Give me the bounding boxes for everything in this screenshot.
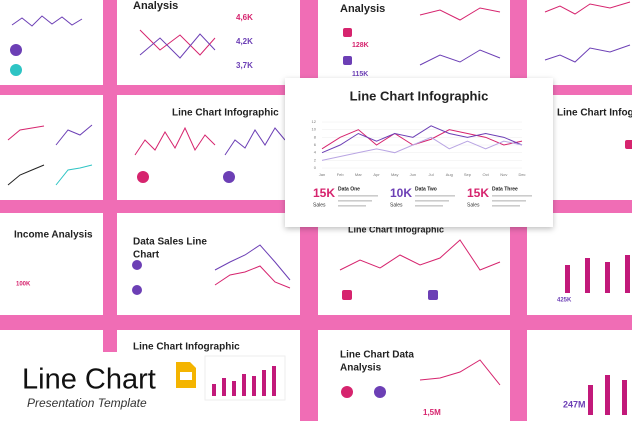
stat-name: Data Two — [415, 186, 437, 192]
slide — [0, 95, 103, 200]
y-tick-label: 6 — [314, 142, 317, 147]
figure: 4,6K — [236, 13, 253, 22]
text-placeholder — [338, 205, 366, 207]
slide — [0, 213, 103, 315]
slide — [527, 330, 632, 421]
x-tick-label: Nov — [500, 172, 507, 177]
slide-title: Line Chart Infographic — [172, 108, 279, 119]
x-tick-label: Jun — [410, 172, 416, 177]
decor-line — [544, 1, 631, 15]
series-line — [321, 136, 523, 161]
figure: 115K — [352, 71, 368, 78]
slide-title: Analysis — [340, 363, 382, 374]
slide-title: Line Chart Infographic — [133, 342, 240, 353]
decor-line — [419, 49, 501, 66]
slide-title: Income Analysis — [14, 230, 93, 241]
banner-title: Line Chart — [22, 364, 156, 396]
slide — [318, 330, 510, 421]
decor-bars — [565, 255, 630, 415]
figure: 3,7K — [236, 61, 253, 70]
stat-unit: Sales — [390, 202, 403, 208]
decor-line — [419, 7, 501, 21]
x-tick-label: Jan — [319, 172, 325, 177]
text-placeholder — [415, 200, 449, 202]
slide-title: Chart — [133, 250, 160, 261]
stat-value: 15K — [313, 186, 335, 200]
stat-name: Data One — [338, 186, 360, 192]
y-tick-label: 2 — [314, 157, 317, 162]
decor-line — [544, 44, 631, 63]
text-placeholder — [338, 200, 372, 202]
mini-bars — [212, 366, 276, 396]
x-tick-label: Oct — [483, 172, 490, 177]
x-tick-label: Sep — [464, 172, 472, 177]
slide-title: Data Sales Line — [133, 237, 207, 248]
text-placeholder — [415, 195, 455, 197]
figure: 1,5M — [423, 408, 441, 417]
decor-line — [139, 33, 216, 59]
series-line — [321, 129, 523, 150]
slide — [117, 213, 300, 315]
figure: 128K — [352, 42, 369, 49]
slides-icon — [180, 372, 192, 380]
decor-line — [55, 164, 93, 186]
text-placeholder — [338, 195, 378, 197]
x-tick-label: Mar — [355, 172, 363, 177]
text-placeholder — [492, 205, 520, 207]
slide-title: Line Chart Infographic — [350, 88, 489, 103]
y-tick-label: 8 — [314, 134, 317, 139]
slide-title: Line Chart Infographic — [348, 224, 444, 234]
slide — [318, 0, 510, 85]
decor-line — [419, 359, 501, 386]
stat-value: 10K — [390, 186, 412, 200]
slide-title: Line Chart Data — [340, 350, 414, 361]
y-tick-label: 4 — [314, 150, 317, 155]
decor-line — [339, 239, 501, 271]
x-tick-label: Aug — [446, 172, 453, 177]
figure: 425K — [557, 298, 572, 304]
slide-title: Line Chart Infographic — [557, 108, 632, 119]
slide-title: Analysis — [133, 0, 178, 12]
figure: 247M — [563, 399, 586, 409]
decor-line — [214, 244, 291, 281]
figure: 4,2K — [236, 37, 253, 46]
x-tick-label: Feb — [337, 172, 345, 177]
featured-slide: Line Chart Infographic 0 2 4 6 8 10 12 Jan Feb Ma… — [285, 78, 553, 227]
decor-line — [7, 164, 45, 186]
stat-unit: Sales — [467, 202, 480, 208]
decor-line — [11, 15, 83, 27]
banner-subtitle: Presentation Template — [27, 396, 147, 410]
decor-line — [55, 124, 93, 146]
stat-unit: Sales — [313, 202, 326, 208]
y-tick-label: 10 — [312, 127, 317, 132]
text-placeholder — [415, 205, 443, 207]
y-tick-label: 0 — [314, 165, 317, 170]
series-line — [321, 125, 523, 154]
text-placeholder — [492, 195, 532, 197]
slide — [527, 0, 632, 85]
x-tick-label: May — [391, 172, 399, 177]
slide-title: Analysis — [340, 3, 385, 15]
x-tick-label: Dec — [518, 172, 525, 177]
stat-name: Data Three — [492, 186, 518, 192]
figure: 100K — [16, 282, 31, 288]
y-tick-label: 12 — [312, 119, 317, 124]
decor-line — [134, 126, 216, 156]
banner: Line Chart Presentation Template — [0, 352, 286, 421]
slide — [527, 213, 632, 315]
x-tick-label: Apr — [373, 172, 380, 177]
text-placeholder — [492, 200, 526, 202]
decor-line — [224, 127, 286, 156]
stat-value: 15K — [467, 186, 489, 200]
decor-icons — [10, 28, 632, 398]
decor-line — [7, 125, 45, 141]
x-tick-label: Jul — [429, 172, 434, 177]
slide — [117, 95, 300, 200]
decor-line — [214, 265, 291, 289]
